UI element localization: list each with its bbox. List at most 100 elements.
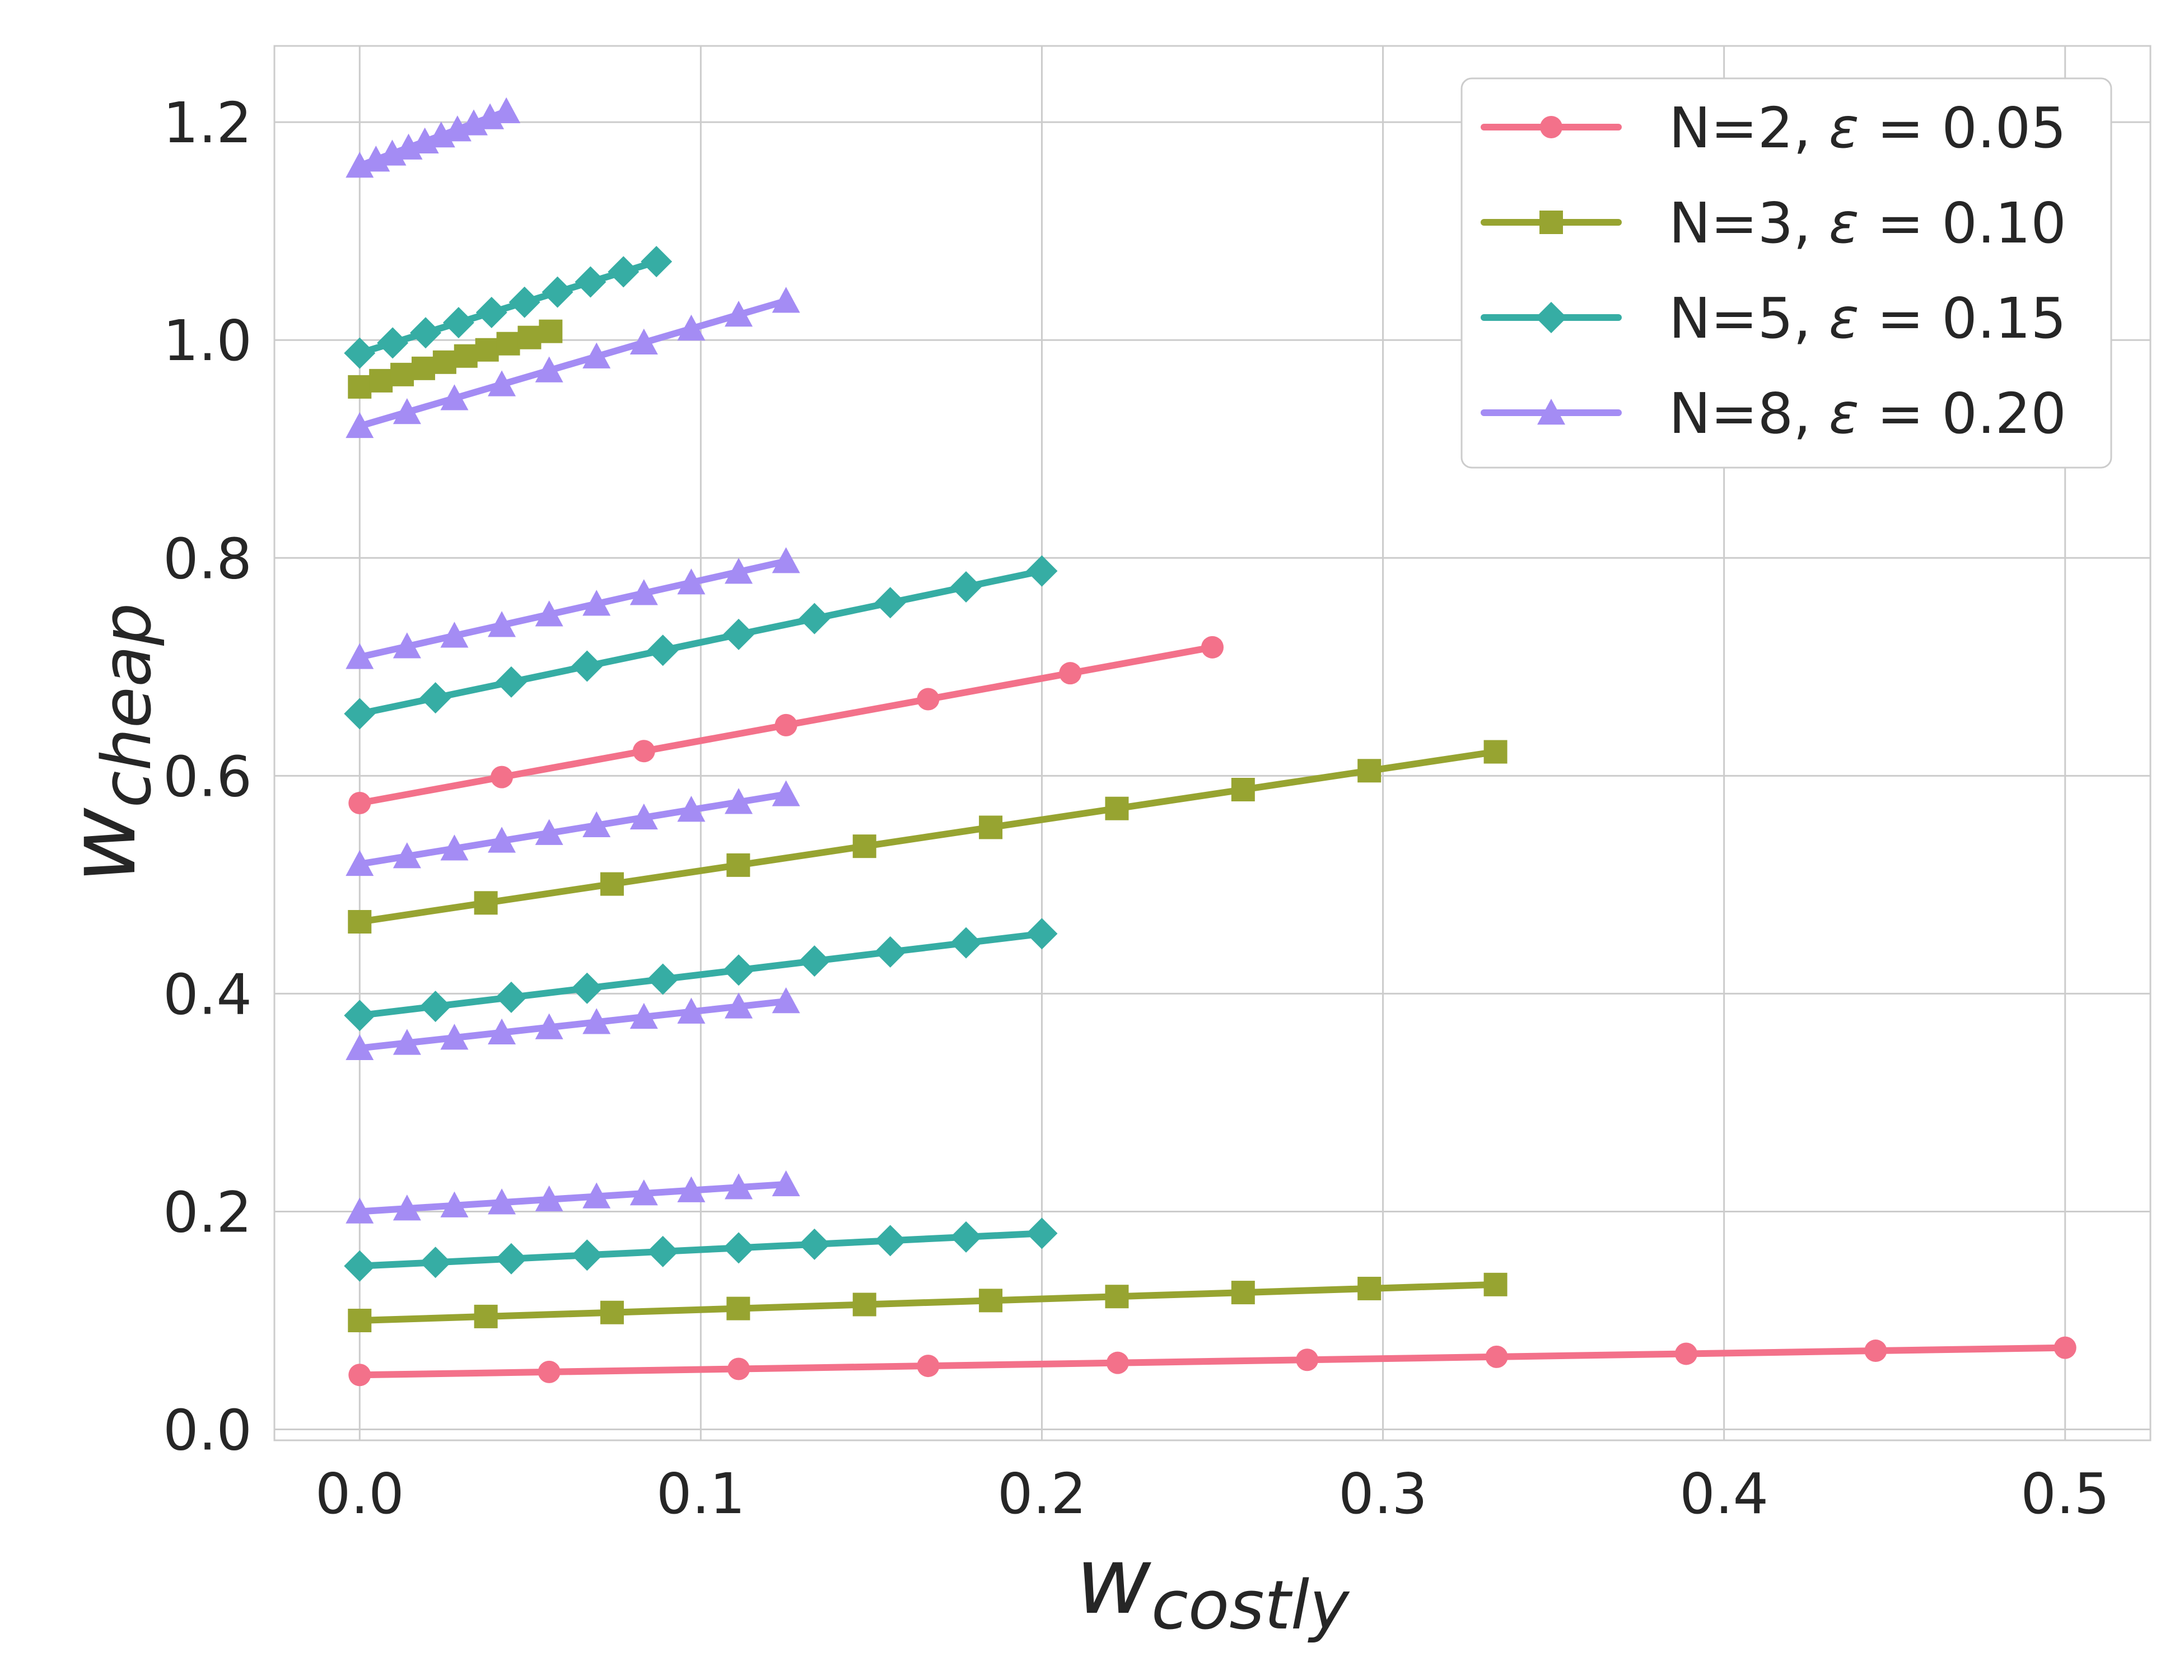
triangle-marker <box>1537 399 1565 425</box>
diamond-marker <box>1536 302 1567 333</box>
triangle-marker <box>488 1188 516 1215</box>
series-path <box>356 567 1046 717</box>
circle-marker <box>1864 1340 1887 1362</box>
square-marker <box>600 872 624 896</box>
square-marker <box>475 338 499 362</box>
circle-marker <box>1059 662 1082 685</box>
series-line <box>348 1336 2076 1387</box>
circle-marker <box>1485 1345 1508 1368</box>
triangle-marker <box>492 97 521 123</box>
triangle-marker <box>772 1170 800 1197</box>
triangle-marker <box>535 356 563 382</box>
square-marker <box>1483 1272 1508 1296</box>
circle-marker <box>1540 116 1562 138</box>
y-tick-label: 0.2 <box>163 1179 252 1245</box>
circle-marker <box>632 740 655 763</box>
triangle-marker <box>629 1179 658 1206</box>
square-marker <box>411 356 435 380</box>
diamond-marker <box>950 1221 982 1253</box>
series-line <box>346 780 800 876</box>
square-marker <box>852 834 876 858</box>
legend-label: N=8, ε = 0.20 <box>1669 381 2066 446</box>
diamond-marker <box>571 972 603 1004</box>
circle-marker <box>1296 1348 1319 1371</box>
diamond-marker <box>571 650 603 682</box>
diamond-marker <box>647 634 679 666</box>
triangle-marker <box>677 796 706 822</box>
series-line <box>348 636 1224 814</box>
square-marker <box>852 1292 876 1317</box>
triangle-marker <box>772 547 800 573</box>
diamond-marker <box>419 682 451 714</box>
circle-marker <box>1106 1351 1129 1374</box>
y-tick-label: 0.0 <box>163 1398 252 1463</box>
triangle-marker <box>725 558 753 584</box>
diamond-marker <box>495 981 527 1013</box>
square-marker <box>1105 796 1129 820</box>
diamond-marker <box>344 698 376 730</box>
square-marker <box>726 1296 750 1320</box>
series-line <box>348 740 1508 934</box>
triangle-marker <box>772 287 800 313</box>
diamond-marker <box>950 927 982 959</box>
triangle-marker <box>582 811 611 838</box>
series-path <box>356 930 1046 1019</box>
diamond-marker <box>575 266 606 298</box>
triangle-marker <box>440 1024 469 1050</box>
triangle-marker <box>346 412 374 438</box>
square-marker <box>1539 211 1563 234</box>
legend-item: N=3, ε = 0.10 <box>1481 190 2066 256</box>
series-path <box>356 558 790 661</box>
diamond-marker <box>723 618 755 650</box>
legend: N=2, ε = 0.05N=3, ε = 0.10N=5, ε = 0.15N… <box>1460 77 2112 469</box>
square-marker <box>369 368 393 393</box>
x-tick-label: 0.1 <box>656 1461 745 1527</box>
legend-label: N=3, ε = 0.10 <box>1669 190 2066 256</box>
diamond-marker <box>542 276 573 308</box>
diamond-marker <box>344 1000 376 1032</box>
legend-epsilon-symbol: ε <box>1829 381 1859 446</box>
legend-epsilon-symbol: ε <box>1829 190 1859 256</box>
diamond-marker <box>874 936 906 968</box>
circle-marker <box>491 766 514 788</box>
series-line <box>346 97 521 178</box>
x-tick-label: 0.5 <box>2020 1461 2110 1527</box>
diamond-marker <box>419 991 451 1023</box>
triangle-marker <box>393 1029 421 1055</box>
square-marker <box>726 853 750 877</box>
square-marker <box>1357 759 1382 783</box>
diamond-marker <box>495 1243 527 1275</box>
diamond-marker <box>799 945 830 977</box>
diamond-marker <box>799 1228 830 1260</box>
diamond-marker <box>571 1239 603 1271</box>
series-line <box>346 287 800 438</box>
square-marker <box>474 891 498 915</box>
diamond-marker <box>874 587 906 619</box>
square-marker <box>539 319 563 343</box>
triangle-marker <box>440 834 469 861</box>
diamond-marker <box>442 307 474 339</box>
triangle-marker <box>629 579 658 605</box>
series-path <box>356 1230 1046 1270</box>
triangle-marker <box>725 788 753 814</box>
triangle-marker <box>535 600 563 627</box>
square-marker <box>390 362 414 386</box>
square-marker <box>348 1309 372 1333</box>
diamond-marker <box>495 666 527 698</box>
triangle-marker <box>629 1002 658 1029</box>
legend-value-text: = 0.10 <box>1859 190 2066 256</box>
triangle-marker <box>725 301 753 327</box>
series-line <box>346 547 800 669</box>
y-tick-label: 0.8 <box>163 526 252 591</box>
legend-epsilon-symbol: ε <box>1829 286 1859 351</box>
y-tick-label: 0.4 <box>163 962 252 1027</box>
legend-label-text: N=8, <box>1669 381 1829 446</box>
y-tick-label: 1.2 <box>163 90 252 156</box>
square-marker <box>496 332 520 356</box>
square-marker <box>979 1289 1003 1313</box>
square-marker <box>1483 740 1508 764</box>
diamond-marker <box>874 1225 906 1257</box>
triangle-marker <box>440 622 469 648</box>
square-marker <box>348 375 372 399</box>
triangle-marker <box>677 997 706 1024</box>
